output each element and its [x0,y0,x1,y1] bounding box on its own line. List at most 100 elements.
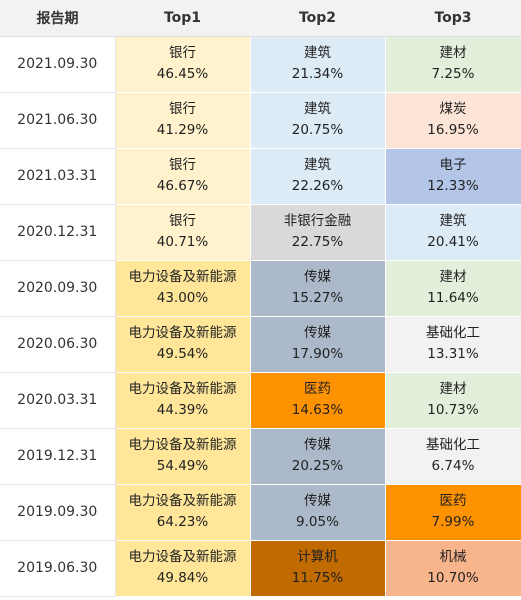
industry-name: 银行 [169,45,196,61]
top2-industry-cell: 计算机 11.75% [250,540,386,597]
top3-industry-cell: 机械 10.70% [385,540,521,597]
report-date-cell: 2020.09.30 [0,260,116,317]
industry-weight: 20.75% [291,122,344,138]
industry-weight: 14.63% [291,402,344,418]
industry-name: 传媒 [304,325,331,341]
industry-weight: 16.95% [427,122,479,138]
header-report-period: 报告期 [0,0,115,37]
industry-weight: 20.41% [427,234,479,250]
industry-name: 建材 [439,381,467,397]
top2-industry-cell: 传媒 9.05% [250,484,386,541]
top3-industry-cell: 建材 7.25% [385,36,521,93]
industry-name: 建筑 [304,45,331,61]
report-date-cell: 2019.09.30 [0,484,116,541]
industry-weight: 20.25% [291,458,344,474]
industry-weight: 22.26% [291,178,344,194]
top3-industry-cell: 建材 11.64% [385,260,521,317]
report-date-cell: 2021.09.30 [0,36,116,93]
industry-name: 基础化工 [426,437,480,453]
industry-name: 建筑 [304,157,331,173]
industry-name: 电力设备及新能源 [128,325,237,341]
industry-weight: 22.75% [291,234,344,250]
top1-industry-cell: 电力设备及新能源 49.84% [115,540,251,597]
industry-weight: 44.39% [156,402,209,418]
industry-name: 银行 [169,213,196,229]
industry-weight: 43.00% [156,290,209,306]
top2-industry-cell: 传媒 15.27% [250,260,386,317]
report-date-cell: 2019.12.31 [0,428,116,485]
industry-weight: 64.23% [156,514,209,530]
industry-weight: 41.29% [156,122,209,138]
table-row: 2020.09.30 电力设备及新能源 43.00% 传媒 15.27% 建材 11.64% [0,260,521,317]
top2-industry-cell: 建筑 21.34% [250,36,386,93]
top3-industry-cell: 建材 10.73% [385,372,521,429]
report-date-cell: 2020.12.31 [0,204,116,261]
top1-industry-cell: 银行 46.67% [115,148,251,205]
industry-weight: 46.67% [156,178,209,194]
industry-name: 电力设备及新能源 [128,549,237,565]
industry-name: 医药 [439,493,467,509]
industry-weight: 10.70% [427,570,479,586]
industry-name: 机械 [439,549,467,565]
top3-industry-cell: 基础化工 13.31% [385,316,521,373]
table-header-row: 报告期 Top1 Top2 Top3 [0,0,521,37]
report-date-cell: 2019.06.30 [0,540,116,597]
industry-name: 银行 [169,101,196,117]
header-top2: Top2 [250,0,385,37]
industry-name: 电子 [439,157,467,173]
industry-weight: 7.25% [431,66,475,82]
industry-weight: 6.74% [431,458,475,474]
top2-industry-cell: 传媒 17.90% [250,316,386,373]
top3-industry-cell: 基础化工 6.74% [385,428,521,485]
industry-name: 基础化工 [426,325,480,341]
industry-weight: 12.33% [427,178,479,194]
industry-name: 医药 [304,381,331,397]
table-row: 2020.03.31 电力设备及新能源 44.39% 医药 14.63% 建材 10.73% [0,372,521,429]
table-row: 2021.03.31 银行 46.67% 建筑 22.26% 电子 12.33% [0,148,521,205]
industry-weight: 17.90% [291,346,344,362]
industry-weight: 21.34% [291,66,344,82]
top3-industry-cell: 医药 7.99% [385,484,521,541]
top1-industry-cell: 银行 41.29% [115,92,251,149]
top1-industry-cell: 电力设备及新能源 54.49% [115,428,251,485]
industry-weight: 9.05% [296,514,339,530]
industry-weight: 7.99% [431,514,475,530]
top3-industry-cell: 电子 12.33% [385,148,521,205]
industry-weight: 46.45% [156,66,209,82]
industry-weight: 15.27% [291,290,344,306]
industry-name: 传媒 [304,493,331,509]
industry-name: 传媒 [304,437,331,453]
table-row: 2021.06.30 银行 41.29% 建筑 20.75% 煤炭 16.95% [0,92,521,149]
top1-industry-cell: 电力设备及新能源 49.54% [115,316,251,373]
report-date-cell: 2021.06.30 [0,92,116,149]
top1-industry-cell: 电力设备及新能源 64.23% [115,484,251,541]
top2-industry-cell: 传媒 20.25% [250,428,386,485]
industry-weight: 11.64% [427,290,479,306]
top1-industry-cell: 银行 40.71% [115,204,251,261]
industry-name: 煤炭 [439,101,467,117]
top3-industry-cell: 煤炭 16.95% [385,92,521,149]
table-row: 2020.06.30 电力设备及新能源 49.54% 传媒 17.90% 基础化工 13.3… [0,316,521,373]
industry-name: 建材 [439,269,467,285]
top2-industry-cell: 医药 14.63% [250,372,386,429]
top2-industry-cell: 建筑 20.75% [250,92,386,149]
industry-name: 计算机 [297,549,338,565]
top1-industry-cell: 银行 46.45% [115,36,251,93]
industry-name: 电力设备及新能源 [128,437,237,453]
industry-name: 建筑 [439,213,467,229]
industry-weight: 49.84% [156,570,209,586]
industry-name: 建筑 [304,101,331,117]
industry-weight: 40.71% [156,234,209,250]
industry-name: 电力设备及新能源 [128,381,237,397]
report-date-cell: 2021.03.31 [0,148,116,205]
header-top1: Top1 [115,0,250,37]
table-row: 2020.12.31 银行 40.71% 非银行金融 22.75% 建筑 20.41% [0,204,521,261]
top1-industry-cell: 电力设备及新能源 44.39% [115,372,251,429]
top1-industry-cell: 电力设备及新能源 43.00% [115,260,251,317]
top3-industry-cell: 建筑 20.41% [385,204,521,261]
table-row: 2019.09.30 电力设备及新能源 64.23% 传媒 9.05% 医药 7.99% [0,484,521,541]
industry-name: 银行 [169,157,196,173]
table-row: 2021.09.30 银行 46.45% 建筑 21.34% 建材 7.25% [0,36,521,93]
header-top3: Top3 [385,0,521,37]
